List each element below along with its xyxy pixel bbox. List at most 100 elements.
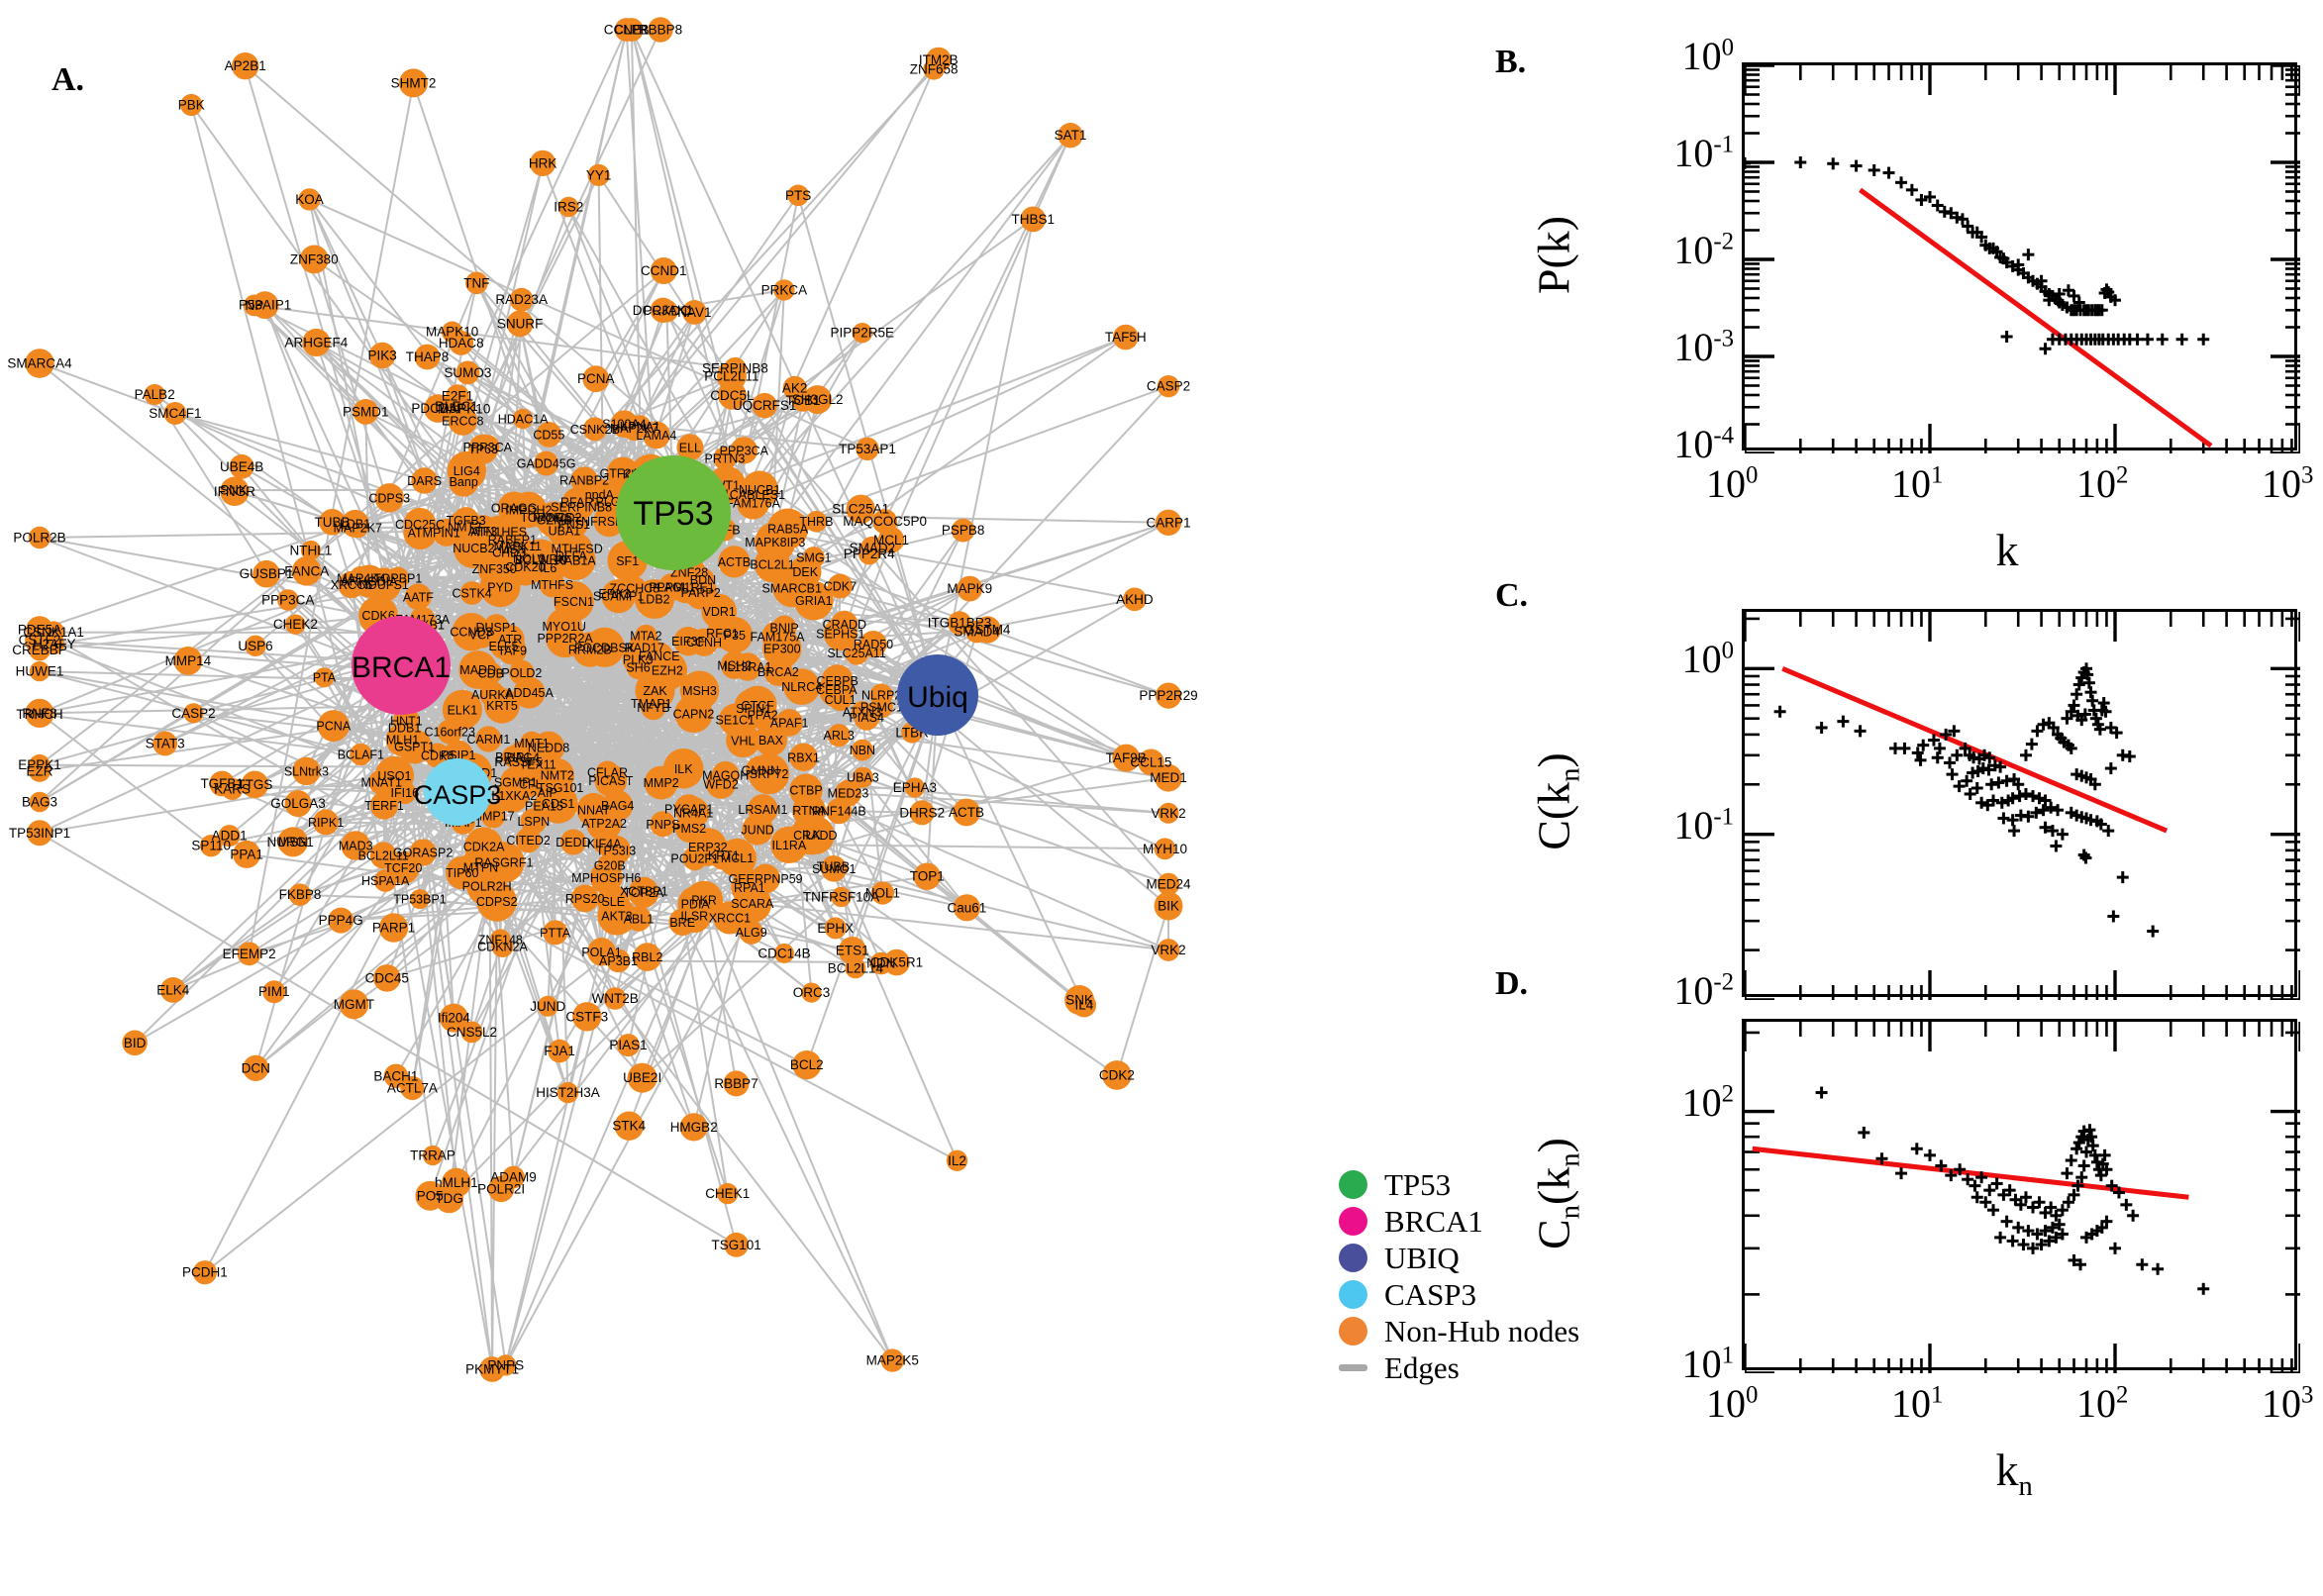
network-node[interactable]: [1157, 375, 1180, 398]
network-node[interactable]: [319, 509, 346, 536]
network-node[interactable]: [560, 829, 586, 855]
network-node[interactable]: [846, 494, 875, 524]
network-node[interactable]: [459, 581, 484, 605]
network-node[interactable]: [870, 881, 895, 905]
network-node[interactable]: [584, 627, 625, 667]
network-node[interactable]: [221, 777, 244, 801]
network-node[interactable]: [674, 814, 704, 843]
network-node[interactable]: [28, 759, 51, 782]
network-node[interactable]: [405, 583, 432, 611]
network-node[interactable]: [200, 835, 223, 857]
network-node[interactable]: [913, 862, 941, 890]
hub-node-tp53[interactable]: [616, 455, 731, 570]
network-node[interactable]: [506, 310, 534, 338]
network-node[interactable]: [774, 943, 794, 963]
network-node[interactable]: [831, 610, 858, 638]
network-node[interactable]: [183, 703, 204, 724]
network-node[interactable]: [946, 1149, 968, 1172]
network-node[interactable]: [762, 629, 802, 668]
network-node[interactable]: [852, 739, 873, 761]
network-node[interactable]: [601, 835, 631, 865]
network-node[interactable]: [676, 434, 704, 461]
network-node[interactable]: [328, 907, 354, 934]
network-node[interactable]: [953, 894, 981, 922]
network-node[interactable]: [480, 803, 506, 829]
network-node[interactable]: [1123, 587, 1147, 612]
network-node[interactable]: [232, 51, 259, 80]
network-node[interactable]: [602, 581, 627, 606]
network-node[interactable]: [277, 827, 308, 857]
network-node[interactable]: [953, 798, 980, 827]
network-node[interactable]: [682, 300, 707, 325]
network-node[interactable]: [369, 791, 399, 820]
network-node[interactable]: [883, 948, 910, 976]
network-node[interactable]: [736, 486, 770, 520]
network-node[interactable]: [243, 1054, 269, 1081]
network-node[interactable]: [299, 245, 329, 274]
network-node[interactable]: [554, 581, 594, 622]
network-node[interactable]: [948, 611, 971, 636]
network-node[interactable]: [532, 731, 565, 764]
network-node[interactable]: [790, 814, 833, 855]
network-node[interactable]: [422, 1145, 444, 1166]
hub-node-casp3[interactable]: [424, 758, 491, 826]
network-node[interactable]: [152, 731, 178, 756]
network-node[interactable]: [673, 627, 703, 656]
network-node[interactable]: [561, 533, 593, 564]
network-node[interactable]: [277, 589, 299, 611]
network-node[interactable]: [794, 580, 834, 621]
network-node[interactable]: [415, 1180, 446, 1211]
network-node[interactable]: [1058, 123, 1083, 149]
network-node[interactable]: [350, 743, 372, 766]
network-node[interactable]: [314, 667, 335, 688]
network-node[interactable]: [870, 695, 893, 719]
network-node[interactable]: [622, 415, 648, 442]
network-node[interactable]: [957, 575, 983, 602]
network-node[interactable]: [923, 58, 945, 80]
network-node[interactable]: [548, 1039, 571, 1063]
network-node[interactable]: [856, 437, 879, 461]
network-node[interactable]: [460, 1021, 483, 1044]
network-node[interactable]: [484, 687, 520, 724]
network-node[interactable]: [513, 676, 546, 709]
network-node[interactable]: [483, 842, 525, 883]
network-node[interactable]: [317, 710, 350, 743]
network-node[interactable]: [1113, 324, 1139, 350]
network-node[interactable]: [587, 163, 610, 186]
network-node[interactable]: [373, 964, 401, 992]
network-node[interactable]: [341, 831, 371, 860]
network-node[interactable]: [454, 528, 494, 569]
network-node[interactable]: [302, 328, 331, 357]
network-node[interactable]: [29, 639, 50, 661]
network-node[interactable]: [845, 957, 866, 979]
network-node[interactable]: [718, 380, 747, 410]
network-node[interactable]: [1155, 509, 1182, 536]
network-node[interactable]: [507, 750, 530, 773]
network-node[interactable]: [222, 478, 246, 502]
network-node[interactable]: [498, 535, 527, 563]
network-node[interactable]: [860, 536, 884, 560]
network-node[interactable]: [731, 868, 768, 906]
network-node[interactable]: [475, 726, 502, 752]
network-node[interactable]: [622, 644, 654, 675]
network-node[interactable]: [479, 566, 521, 608]
network-node[interactable]: [838, 937, 866, 965]
network-node[interactable]: [218, 825, 241, 848]
network-node[interactable]: [755, 522, 796, 563]
network-node[interactable]: [291, 556, 322, 586]
network-node[interactable]: [241, 770, 269, 799]
network-node[interactable]: [802, 547, 825, 569]
network-node[interactable]: [706, 768, 737, 799]
network-node[interactable]: [594, 764, 628, 797]
network-node[interactable]: [622, 576, 647, 601]
network-node[interactable]: [724, 1232, 749, 1257]
network-node[interactable]: [559, 510, 588, 539]
network-node[interactable]: [617, 1034, 640, 1057]
network-node[interactable]: [775, 709, 803, 737]
network-node[interactable]: [734, 652, 762, 681]
network-node[interactable]: [597, 896, 637, 936]
network-node[interactable]: [374, 483, 404, 513]
network-node[interactable]: [582, 365, 610, 393]
network-node[interactable]: [852, 323, 872, 344]
network-node[interactable]: [237, 942, 261, 966]
